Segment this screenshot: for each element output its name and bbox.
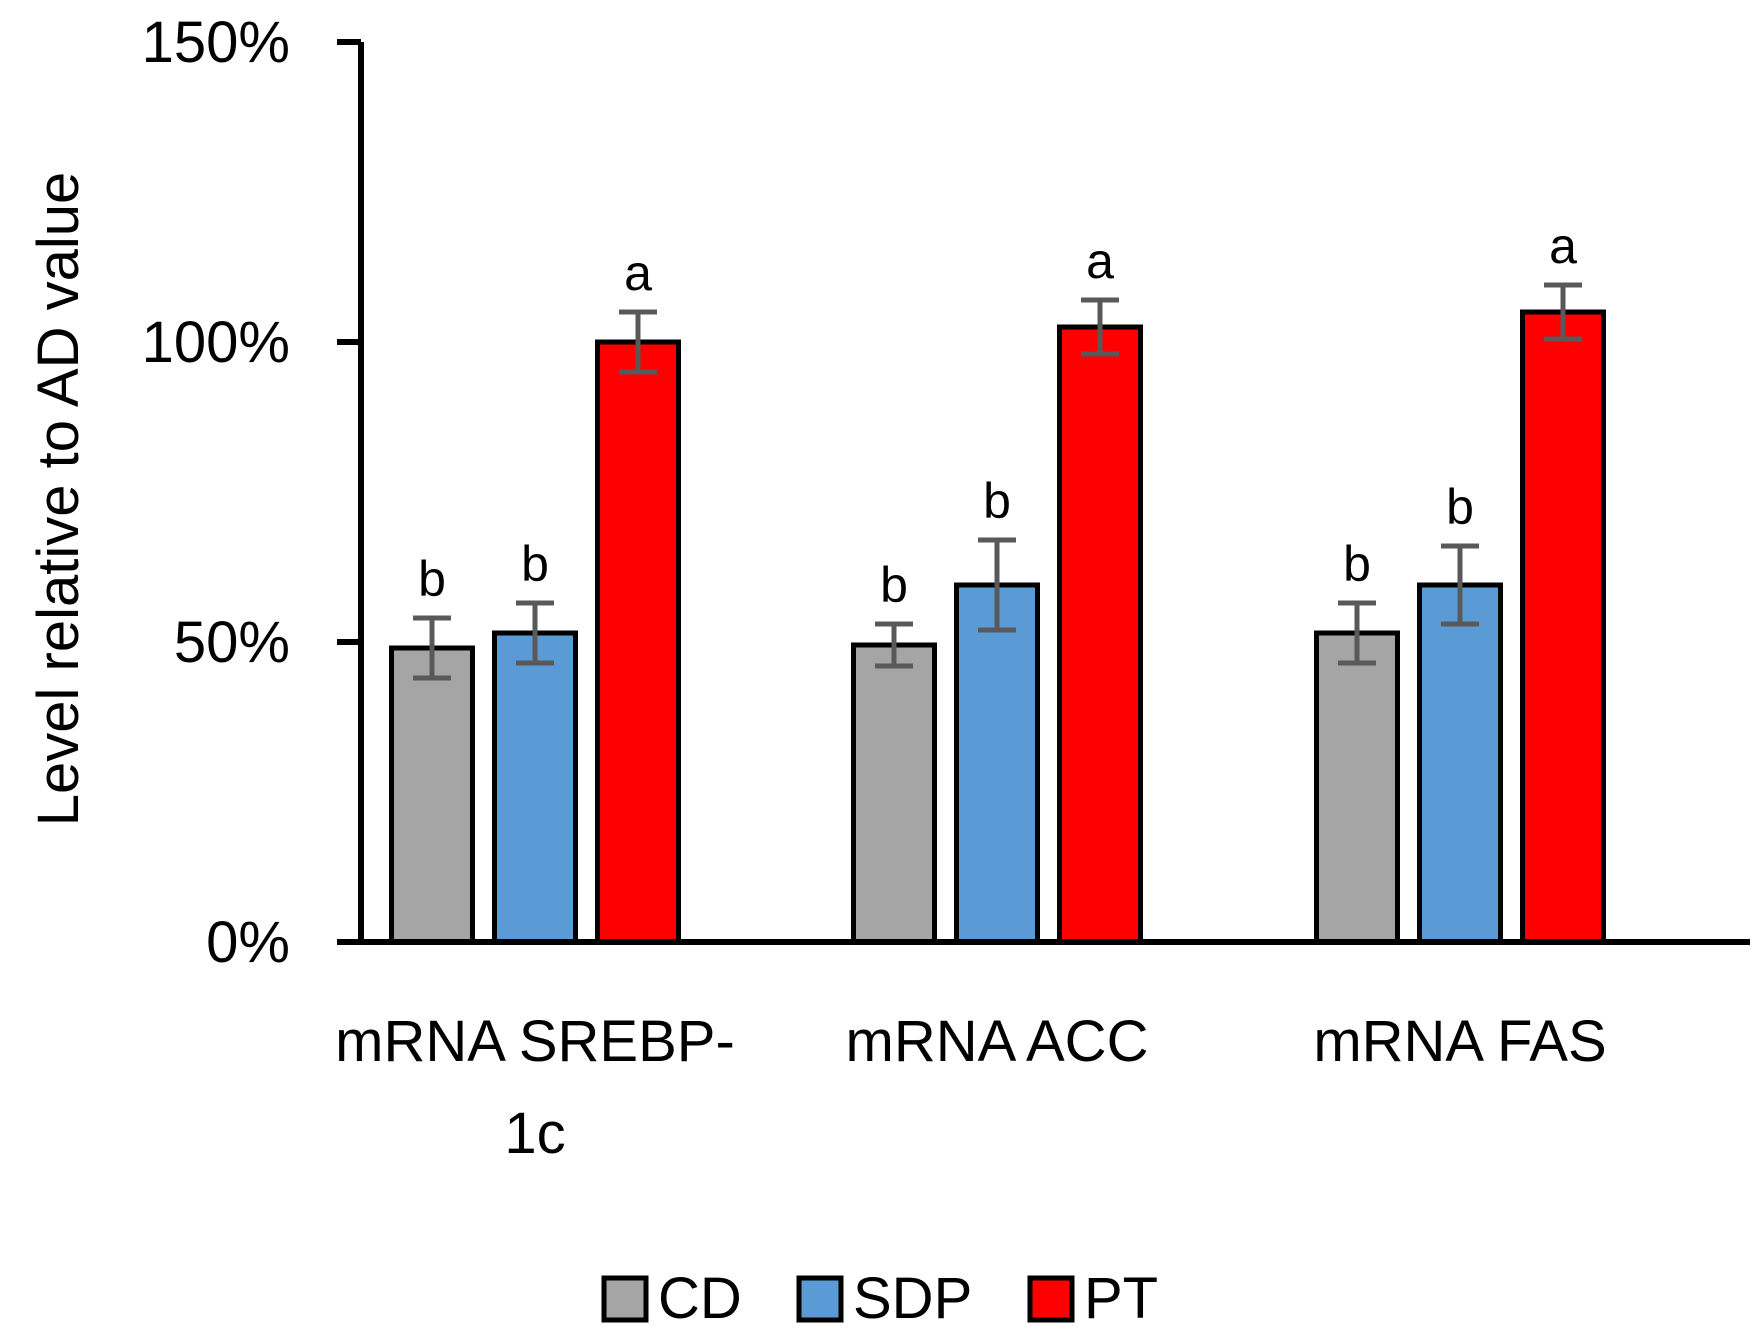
- legend-label: PT: [1084, 1266, 1158, 1331]
- y-tick-label: 0%: [206, 910, 290, 975]
- significance-label: b: [983, 473, 1011, 529]
- significance-label: b: [1446, 479, 1474, 535]
- y-axis-title: Level relative to AD value: [26, 172, 91, 826]
- significance-label: b: [521, 536, 549, 592]
- bar-pt-2: [1057, 324, 1143, 945]
- x-category-label: mRNA SREBP-: [335, 1009, 735, 1074]
- y-tick-label: 50%: [174, 610, 290, 675]
- legend-item-sdp: SDP: [796, 1266, 972, 1331]
- error-bar: [619, 309, 657, 375]
- x-category-label: 1c: [504, 1101, 565, 1166]
- significance-label: b: [880, 557, 908, 613]
- bar-sdp-2: [954, 582, 1040, 945]
- error-bar: [1081, 297, 1119, 357]
- error-bar: [875, 621, 913, 669]
- bar-sdp-1: [492, 630, 578, 945]
- error-bar: [978, 537, 1016, 633]
- bar-sdp-3: [1417, 582, 1503, 945]
- significance-label: a: [1549, 218, 1577, 274]
- y-tick-label: 100%: [142, 310, 290, 375]
- x-category-label: mRNA ACC: [846, 1009, 1149, 1074]
- error-bar: [1544, 282, 1582, 342]
- bar-cd-3: [1314, 630, 1400, 945]
- significance-label: b: [1343, 536, 1371, 592]
- significance-labels-layer: b b b b b b a a a: [418, 218, 1577, 613]
- significance-label: b: [418, 551, 446, 607]
- legend-item-cd: CD: [601, 1266, 742, 1331]
- legend-swatch: [796, 1275, 844, 1323]
- error-bar: [413, 615, 451, 681]
- significance-label: a: [624, 245, 652, 301]
- bar-cd-2: [851, 642, 937, 945]
- error-bar: [1441, 543, 1479, 627]
- axes-layer: [337, 42, 1750, 945]
- legend-label: SDP: [853, 1266, 972, 1331]
- bar-pt-1: [595, 339, 681, 945]
- error-bar: [516, 600, 554, 666]
- legend-item-pt: PT: [1027, 1266, 1158, 1331]
- error-bars-layer: [413, 282, 1582, 681]
- category-labels-layer: mRNA SREBP- 1c mRNA ACC mRNA FAS: [335, 1009, 1606, 1166]
- bar-cd-1: [389, 645, 475, 945]
- legend-swatch: [1027, 1275, 1075, 1323]
- y-ticks-layer: 0% 50% 100% 150%: [142, 10, 361, 975]
- error-bar: [1338, 600, 1376, 666]
- bar-pt-3: [1520, 309, 1606, 945]
- legend: CD SDP PT: [601, 1266, 1158, 1331]
- x-category-label: mRNA FAS: [1313, 1009, 1606, 1074]
- legend-swatch: [601, 1275, 649, 1323]
- significance-label: a: [1086, 233, 1114, 289]
- legend-label: CD: [658, 1266, 742, 1331]
- y-tick-label: 150%: [142, 10, 290, 75]
